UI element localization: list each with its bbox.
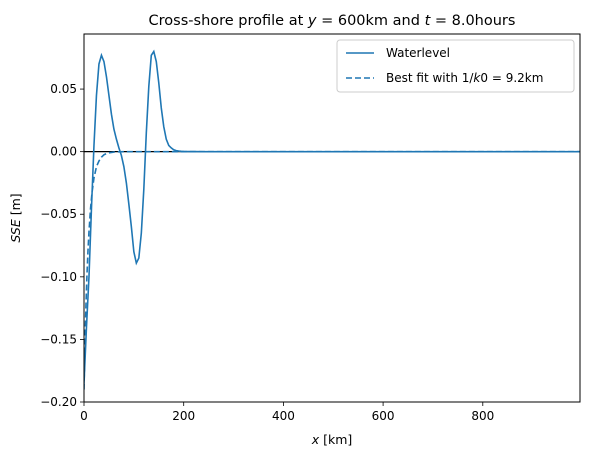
x-axis-label-var: x [311,432,320,447]
x-tick-label: 0 [80,409,88,423]
y-tick-label: 0.00 [50,145,77,159]
y-axis-label-var: SSE [8,219,23,242]
x-axis-ticks: 0 200 400 600 800 [80,402,494,423]
x-tick-label: 600 [372,409,395,423]
y-axis-label-unit: [m] [8,193,23,219]
title-y-var: y [307,13,317,29]
legend-label-best-fit: Best fit with 1/k0 = 9.2km [386,71,543,85]
y-tick-label: −0.20 [40,395,77,409]
title-t-var: t [425,13,432,29]
title-prefix: Cross-shore profile at [149,13,308,29]
axes-frame [83,33,581,403]
y-tick-label: −0.05 [40,207,77,221]
legend-best-fit-prefix: Best fit with 1/ [386,71,474,85]
legend: Waterlevel Best fit with 1/k0 = 9.2km [336,39,575,93]
legend-best-fit-suffix: 0 = 9.2km [480,71,543,85]
x-tick-label: 200 [172,409,195,423]
y-tick-label: −0.10 [40,270,77,284]
plot-area [84,49,580,390]
y-axis-label: SSE [m] [8,193,23,242]
legend-label-waterlevel: Waterlevel [386,46,450,60]
y-tick-label: 0.05 [50,82,77,96]
svg-text:Cross-shore profile at y = 600: Cross-shore profile at y = 600km and t =… [149,13,516,29]
x-tick-label: 800 [471,409,494,423]
series-group [84,49,580,390]
legend-best-fit-var: k [473,71,481,85]
y-axis-ticks: −0.20 −0.15 −0.10 −0.05 0.00 0.05 [40,82,84,409]
x-tick-label: 400 [272,409,295,423]
x-axis-label: x [km] [311,432,353,447]
series-line-1 [84,150,580,390]
title-y-eq: = 600km and [316,13,424,29]
series-line-0 [84,49,580,384]
chart-title: Cross-shore profile at y = 600km and t =… [149,13,516,29]
title-t-eq: = 8.0hours [430,13,515,29]
x-axis-label-unit: [km] [319,432,352,447]
y-tick-label: −0.15 [40,332,77,346]
